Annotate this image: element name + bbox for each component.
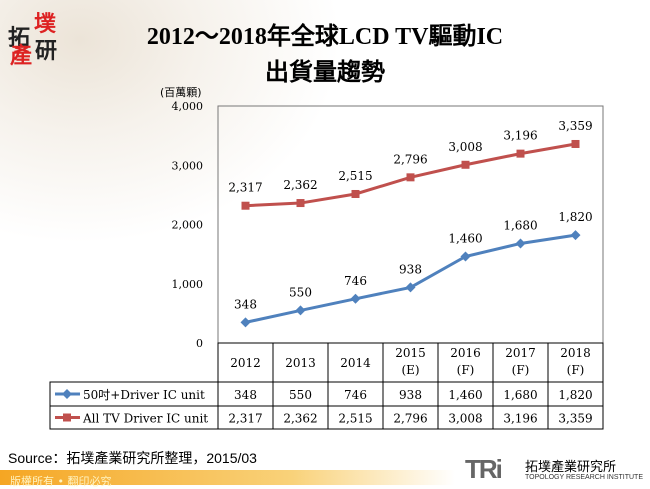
- legend-label: 50吋+Driver IC unit: [83, 388, 205, 402]
- data-point: [350, 293, 361, 304]
- plot-area: [217, 105, 604, 344]
- data-label: 1,460: [448, 231, 482, 245]
- x-tick-label: (F): [567, 363, 585, 377]
- y-tick-label: 0: [196, 337, 203, 350]
- source-note: Source：拓墣產業研究所整理，2015/03: [8, 450, 257, 466]
- table-cell: 550: [289, 388, 312, 402]
- logo-char: 產: [10, 44, 33, 69]
- data-point: [351, 189, 360, 198]
- chart-title-line1: 2012～2018年全球LCD TV驅動IC: [146, 24, 504, 50]
- legend-marker: [63, 413, 71, 422]
- logo-char: 研: [35, 39, 58, 64]
- data-label: 550: [289, 285, 312, 299]
- x-tick-label: (F): [457, 363, 475, 377]
- x-tick-label: (F): [512, 363, 530, 377]
- data-label: 746: [344, 274, 367, 288]
- table-cell: 746: [344, 388, 367, 402]
- x-tick-label: 2017: [505, 346, 536, 360]
- data-point: [461, 160, 470, 169]
- x-tick-label: 2014: [340, 356, 371, 370]
- x-tick-label: 2018: [560, 346, 591, 360]
- logo-char: 拓: [8, 26, 31, 51]
- table-cell: 1,460: [448, 388, 482, 402]
- logo: 拓 墣 產 研: [8, 6, 60, 69]
- data-point: [405, 282, 416, 293]
- data-point: [406, 173, 415, 182]
- data-point: [296, 199, 305, 208]
- data-point: [515, 238, 526, 249]
- data-label: 3,359: [558, 119, 592, 133]
- data-point: [516, 149, 525, 158]
- table-cell: 3,196: [503, 412, 537, 426]
- table-cell: 3,008: [448, 412, 482, 426]
- table-cell: 938: [399, 388, 422, 402]
- data-label: 2,317: [228, 181, 262, 195]
- data-point: [241, 201, 250, 210]
- data-label: 3,196: [503, 129, 537, 143]
- y-tick-label: 4,000: [172, 100, 204, 113]
- data-point: [240, 317, 251, 328]
- table-cell: 1,680: [503, 388, 537, 402]
- data-label: 938: [399, 262, 422, 276]
- table-cell: 2,362: [283, 412, 317, 426]
- table-cell: 2,796: [393, 412, 427, 426]
- data-point: [570, 230, 581, 241]
- brand-logo: TRi 拓墣產業研究所 TOPOLOGY RESEARCH INSTITUTE: [465, 454, 643, 485]
- chart-title-line2: 出貨量趨勢: [265, 60, 385, 86]
- data-label: 1,820: [558, 210, 592, 224]
- y-tick-label: 1,000: [172, 278, 204, 291]
- data-label: 2,362: [283, 178, 317, 192]
- logo-char: 墣: [34, 12, 57, 37]
- y-tick-label: 3,000: [172, 159, 204, 172]
- brand-mark: TRi: [465, 454, 503, 484]
- data-label: 2,796: [393, 152, 427, 166]
- x-tick-label: 2016: [450, 346, 481, 360]
- copyright-text: 版權所有 • 翻印必究: [10, 475, 112, 488]
- table-cell: 2,317: [228, 412, 262, 426]
- table-cell: 2,515: [338, 412, 372, 426]
- x-tick-label: 2013: [285, 356, 316, 370]
- series-line: [245, 233, 576, 324]
- brand-name-zh: 拓墣產業研究所: [525, 460, 617, 475]
- data-point: [571, 139, 580, 148]
- x-tick-label: (E): [401, 363, 419, 377]
- table-cell: 3,359: [558, 412, 592, 426]
- legend-label: All TV Driver IC unit: [82, 412, 208, 426]
- y-axis-unit: (百萬顆): [160, 86, 202, 99]
- data-label: 1,680: [503, 218, 537, 232]
- data-point: [295, 305, 306, 316]
- brand-name-en: TOPOLOGY RESEARCH INSTITUTE: [525, 474, 643, 481]
- legend-marker: [62, 389, 72, 399]
- x-tick-label: 2012: [230, 356, 261, 370]
- data-label: 348: [234, 297, 257, 311]
- data-label: 3,008: [448, 140, 482, 154]
- data-point: [460, 251, 471, 262]
- y-tick-label: 2,000: [172, 219, 204, 232]
- table-cell: 1,820: [558, 388, 592, 402]
- data-label: 2,515: [338, 169, 372, 183]
- table-cell: 348: [234, 388, 257, 402]
- x-tick-label: 2015: [395, 346, 426, 360]
